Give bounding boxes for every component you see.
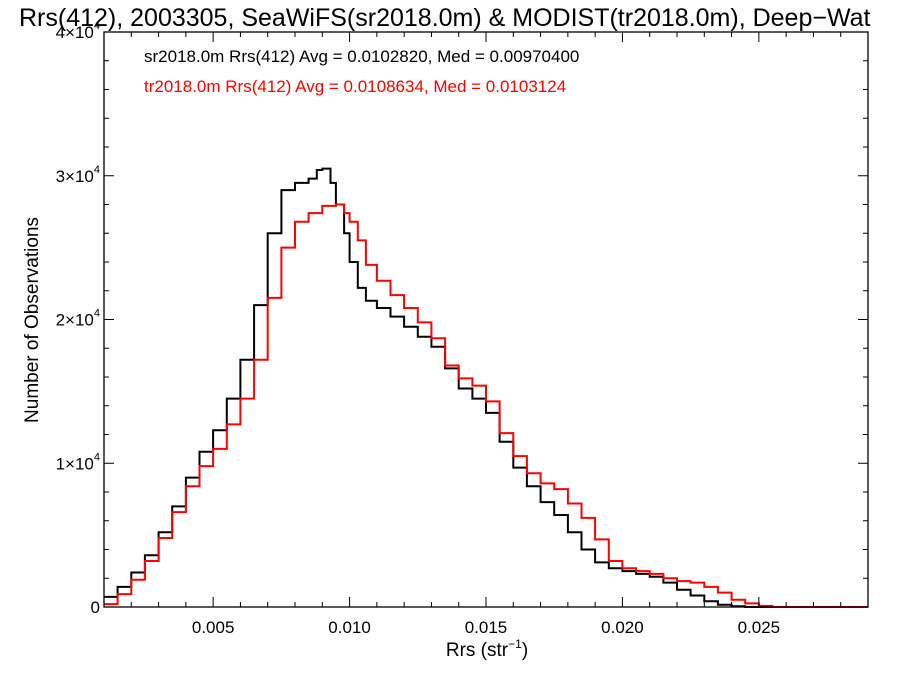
y-tick-label: 0	[91, 598, 100, 617]
plot-frame	[103, 31, 869, 608]
x-axis-label: Rrs (str−1)	[446, 637, 528, 661]
x-axis-label-superscript: −1	[508, 637, 522, 651]
x-axis-label-close: )	[522, 640, 528, 661]
series-layer	[104, 167, 868, 608]
y-tick-label: 2×104	[56, 308, 100, 330]
axes-layer	[103, 31, 869, 608]
y-tick-label: 1×104	[56, 451, 100, 473]
ticks-layer: 0.005 0.010 0.015 0.020 0.025 0 1×104 2×104 3×10…	[56, 20, 868, 637]
x-axis-label-main: Rrs (str	[446, 640, 509, 661]
series-line-2	[104, 203, 868, 608]
x-tick-label: 0.020	[601, 618, 644, 637]
x-tick-label: 0.010	[328, 618, 371, 637]
stats-annotation-1: sr2018.0m Rrs(412) Avg = 0.0102820, Med …	[144, 47, 579, 66]
x-tick-label: 0.015	[465, 618, 508, 637]
y-axis-label: Number of Observations	[22, 217, 43, 423]
stats-annotation-2: tr2018.0m Rrs(412) Avg = 0.0108634, Med …	[144, 77, 566, 96]
y-tick-label: 4×104	[56, 20, 100, 42]
annotations-layer: sr2018.0m Rrs(412) Avg = 0.0102820, Med …	[144, 47, 579, 96]
x-tick-label: 0.005	[192, 618, 235, 637]
y-tick-label: 3×104	[56, 164, 100, 186]
chart-title: Rrs(412), 2003305, SeaWiFS(sr2018.0m) & …	[19, 4, 871, 32]
x-tick-label: 0.025	[738, 618, 781, 637]
